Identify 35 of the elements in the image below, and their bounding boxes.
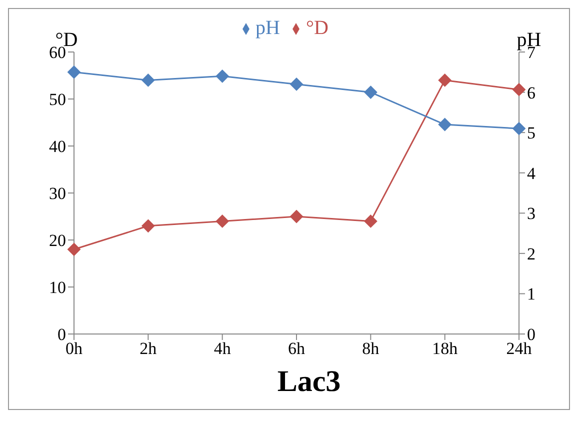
y2-tick-label: 3	[527, 204, 536, 224]
y2-tick-label: 6	[527, 83, 536, 102]
point	[512, 122, 526, 136]
text: Lac3	[276, 364, 342, 400]
point	[438, 118, 452, 132]
y-tick-label: 10	[49, 278, 66, 298]
x-tick-label: 2h	[140, 339, 158, 358]
y2-tick-label: 4	[527, 164, 536, 183]
point	[216, 70, 229, 83]
legend-label: °D	[306, 17, 328, 39]
point	[364, 214, 378, 228]
point	[512, 83, 526, 96]
legend-label: pH	[256, 17, 280, 39]
x-tick-label: 4h	[214, 339, 232, 358]
y-tick-label: 40	[49, 137, 66, 156]
point	[364, 86, 378, 99]
x-tick-label: 18h	[432, 339, 458, 358]
y-tick-label: 20	[49, 231, 66, 250]
point	[290, 210, 303, 223]
point	[290, 78, 303, 91]
y-tick-label: 30	[49, 184, 66, 204]
y-tick-label: 0	[58, 325, 66, 344]
point	[142, 74, 155, 87]
point	[438, 74, 452, 87]
y2-tick-label: 2	[527, 244, 536, 264]
x-tick-label: 0h	[66, 339, 83, 358]
x-tick-label: 6h	[288, 339, 306, 358]
y-tick-label: 50	[49, 90, 66, 110]
y2-tick-label: 1	[527, 284, 536, 304]
point	[68, 242, 80, 256]
point	[142, 219, 155, 232]
point	[216, 214, 229, 228]
y2-tick-label: 5	[527, 124, 536, 143]
x-tick-label: 8h	[362, 339, 380, 358]
point	[68, 66, 80, 79]
